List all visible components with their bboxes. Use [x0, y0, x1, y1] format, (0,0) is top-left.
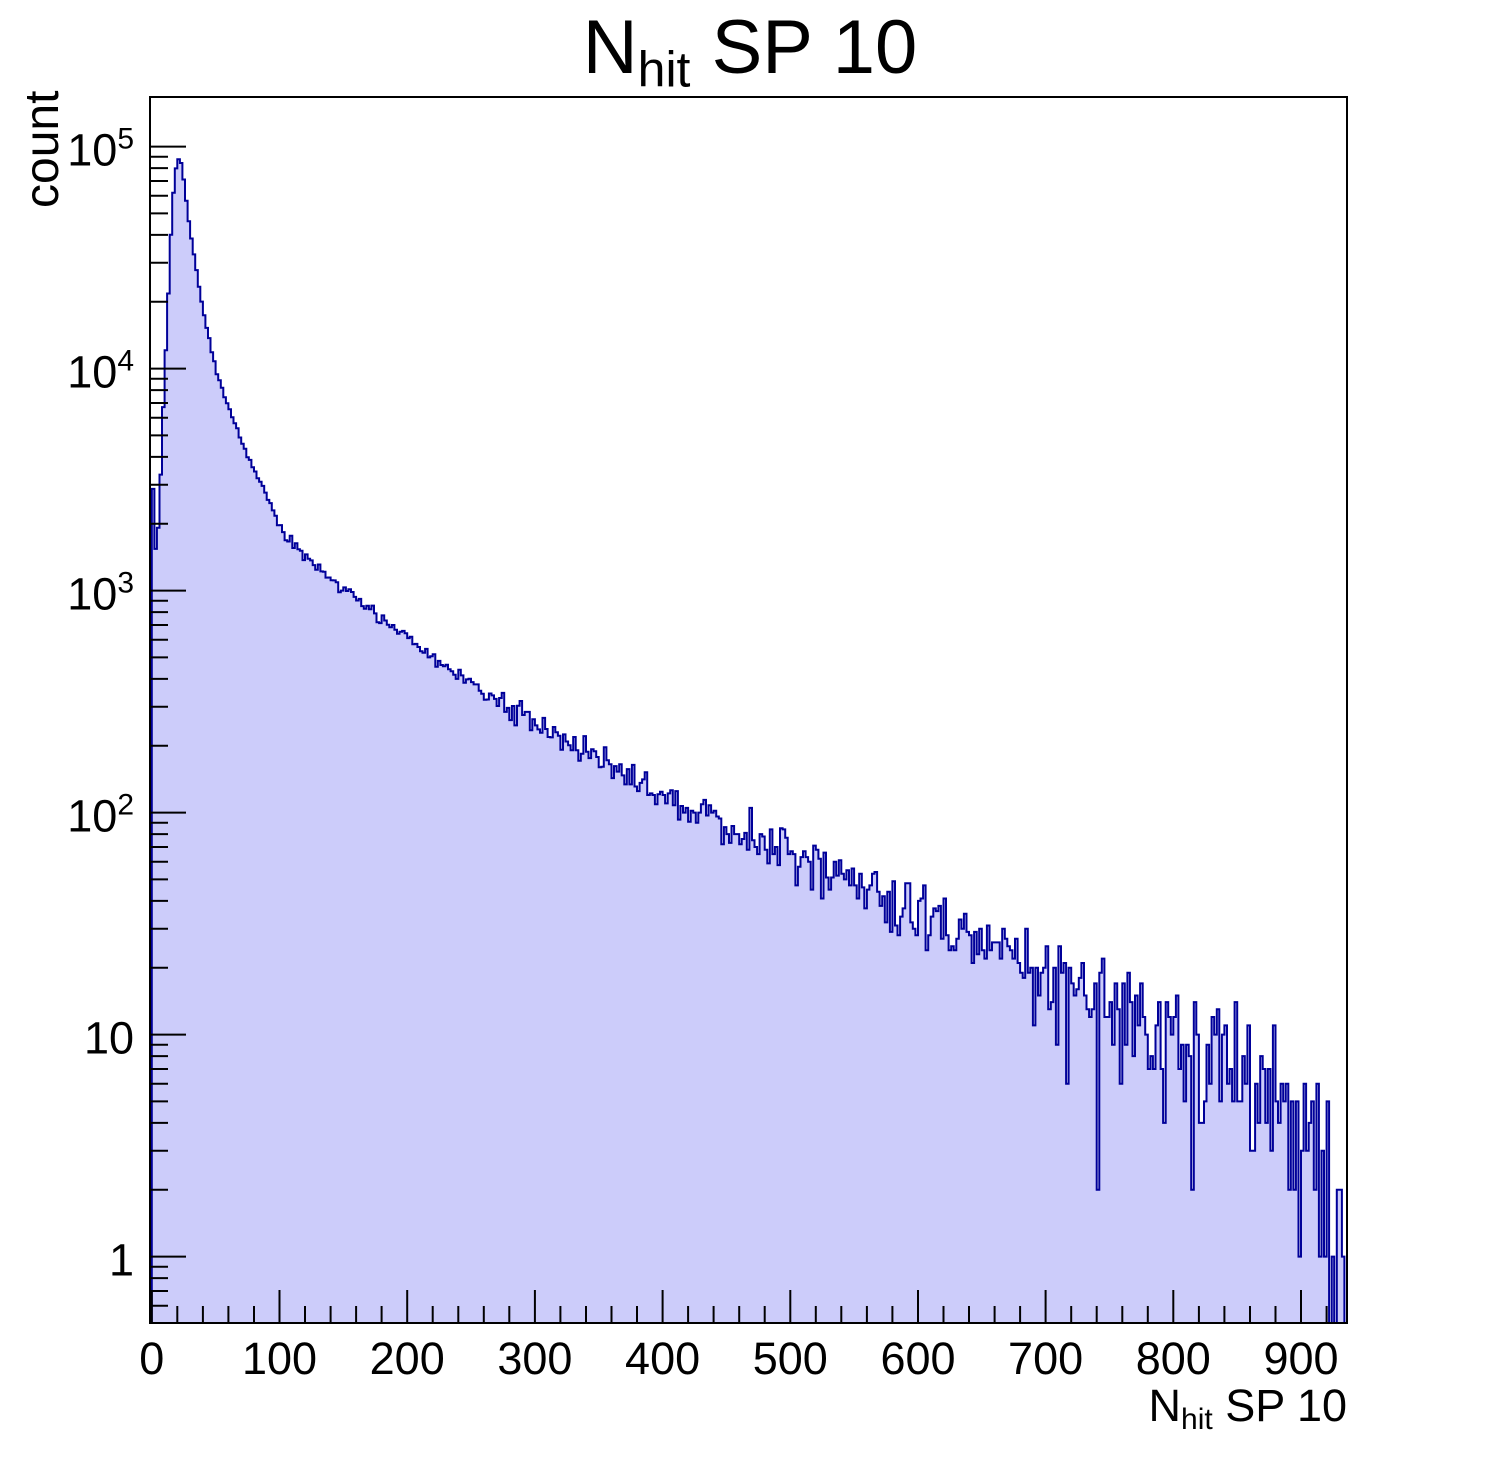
x-tick-label: 0: [139, 1333, 164, 1384]
x-tick-label: 100: [242, 1333, 317, 1384]
x-tick-label: 700: [1008, 1333, 1083, 1384]
x-tick-label: 600: [880, 1333, 955, 1384]
x-tick-label: 800: [1136, 1333, 1211, 1384]
y-tick-label: 103: [67, 567, 134, 620]
y-tick-label: 105: [67, 123, 134, 176]
y-tick-label: 1: [109, 1235, 134, 1286]
x-tick-label: 200: [370, 1333, 445, 1384]
x-tick-label: 400: [625, 1333, 700, 1384]
y-axis-title: count: [16, 91, 69, 208]
histogram-area: [150, 158, 1347, 1324]
y-tick-label: 104: [67, 345, 134, 398]
x-tick-label: 300: [497, 1333, 572, 1384]
y-tick-label: 102: [67, 789, 134, 842]
x-tick-label: 500: [753, 1333, 828, 1384]
x-axis-title: Nhit SP 10: [1149, 1380, 1347, 1436]
y-tick-label: 10: [84, 1013, 134, 1064]
chart-title: Nhit SP 10: [583, 5, 917, 98]
axis-ticks: [150, 145, 1328, 1323]
plot-frame: [149, 96, 1348, 1324]
x-tick-label: 900: [1263, 1333, 1338, 1384]
